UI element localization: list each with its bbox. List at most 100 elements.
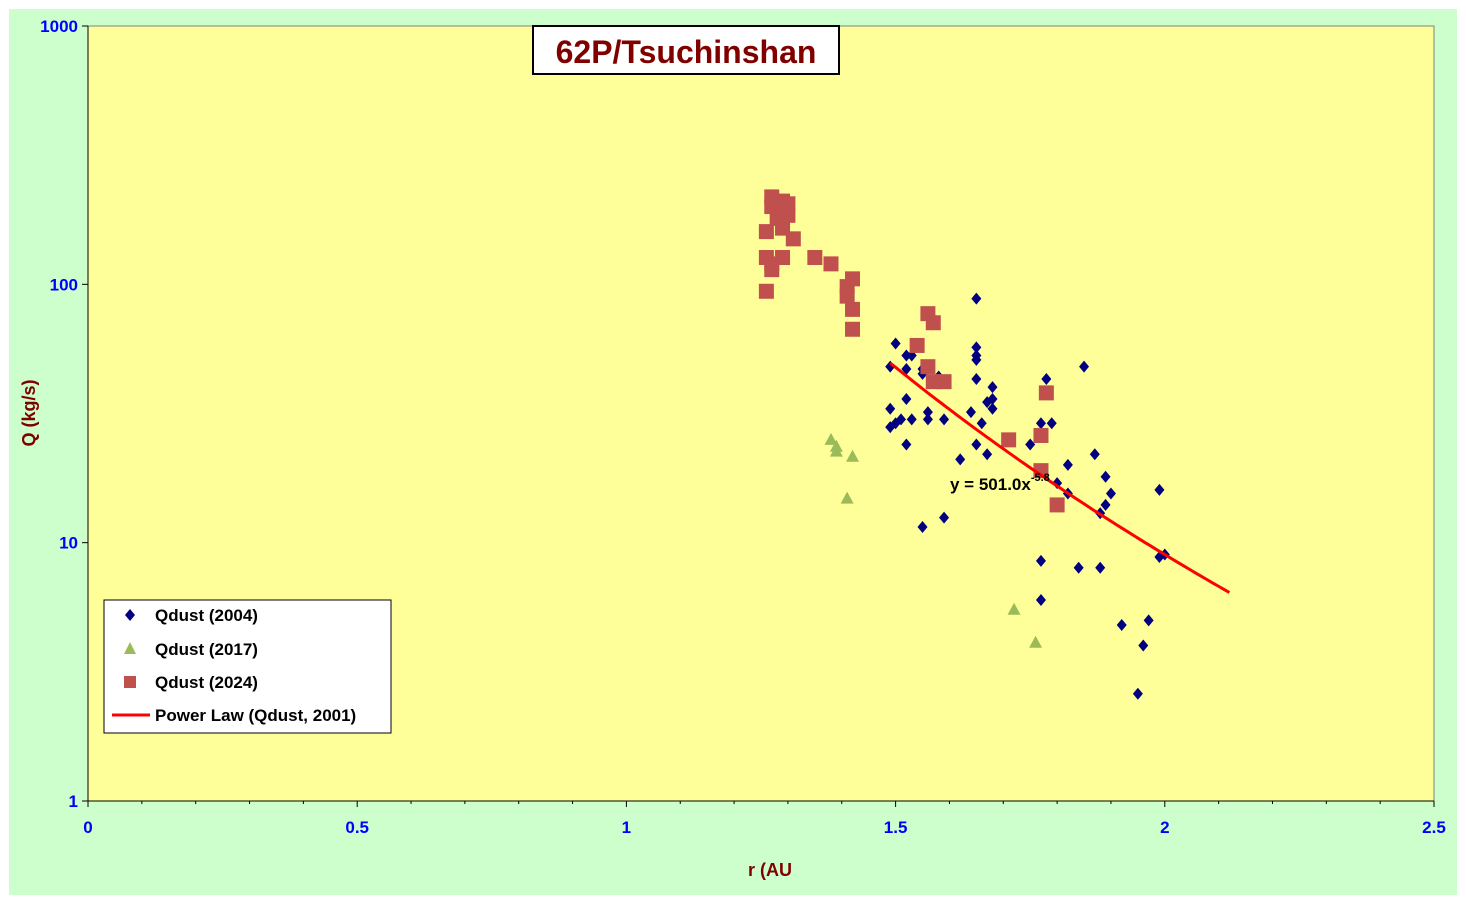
legend-box — [103, 599, 392, 734]
fit-equation: y = 501.0x-5.8 — [950, 472, 1050, 494]
data-point-diamond — [939, 413, 950, 426]
data-point-square — [920, 359, 936, 375]
legend-item-qdust-2017: Qdust (2017) — [124, 640, 258, 659]
data-point-diamond — [922, 413, 933, 426]
x-tick-label: 1.5 — [884, 818, 908, 837]
x-tick-label: 0 — [83, 818, 92, 837]
data-point-triangle — [1007, 602, 1021, 615]
x-tick-label: 0.5 — [345, 818, 369, 837]
data-point-square — [936, 374, 952, 390]
data-point-diamond — [1035, 554, 1046, 567]
data-point-diamond — [917, 520, 928, 533]
x-axis-label: r (AU — [748, 860, 792, 880]
data-point-diamond — [1046, 417, 1057, 430]
data-point-diamond — [901, 349, 912, 362]
data-point-diamond — [1100, 498, 1111, 511]
chart-title: 62P/Tsuchinshan — [556, 34, 817, 70]
data-point-square — [823, 256, 839, 272]
data-point-diamond — [987, 392, 998, 405]
data-point-diamond — [1041, 373, 1052, 386]
data-point-square — [1001, 432, 1017, 448]
legend-triangle-marker — [124, 642, 136, 654]
y-tick-label: 1 — [69, 792, 78, 811]
data-point-diamond — [982, 448, 993, 461]
y-axis-label: Q (kg/s) — [19, 379, 39, 446]
data-point-diamond — [971, 292, 982, 305]
legend: Qdust (2004) Qdust (2017) Qdust (2024) P… — [103, 599, 392, 734]
data-point-square — [758, 283, 774, 299]
data-point-diamond — [1143, 614, 1154, 627]
data-point-square — [839, 288, 855, 304]
data-point-diamond — [895, 413, 906, 426]
data-point-diamond — [955, 453, 966, 466]
series-qdust-2017 — [824, 432, 1043, 648]
data-point-square — [1033, 427, 1049, 443]
data-point-square — [1033, 463, 1049, 479]
chart-title-box: 62P/Tsuchinshan — [532, 25, 840, 75]
data-point-triangle — [846, 449, 860, 462]
data-point-diamond — [971, 349, 982, 362]
data-point-diamond — [1138, 639, 1149, 652]
data-point-diamond — [885, 402, 896, 415]
data-point-diamond — [890, 337, 901, 350]
x-tick-label: 2.5 — [1422, 818, 1446, 837]
data-point-diamond — [1116, 619, 1127, 632]
legend-item-qdust-2024: Qdust (2024) — [124, 673, 258, 692]
data-point-diamond — [901, 392, 912, 405]
data-point-square — [845, 321, 861, 337]
data-point-diamond — [1073, 561, 1084, 574]
data-point-diamond — [939, 511, 950, 524]
legend-label-power-law: Power Law (Qdust, 2001) — [155, 706, 356, 725]
data-point-diamond — [901, 363, 912, 376]
data-point-diamond — [906, 413, 917, 426]
data-point-triangle — [1029, 635, 1043, 648]
power-law-line — [889, 361, 1231, 594]
data-point-diamond — [971, 341, 982, 354]
data-point-diamond — [1154, 483, 1165, 496]
legend-square-marker — [124, 676, 136, 688]
y-tick-label: 1000 — [40, 17, 78, 36]
data-point-square — [775, 250, 791, 266]
data-point-square — [1038, 385, 1054, 401]
data-point-triangle — [829, 439, 843, 452]
y-tick-label: 10 — [59, 534, 78, 553]
data-point-diamond — [1100, 470, 1111, 483]
legend-label-2024: Qdust (2024) — [155, 673, 258, 692]
y-tick-label: 100 — [50, 275, 78, 294]
data-point-diamond — [1035, 417, 1046, 430]
data-point-square — [845, 301, 861, 317]
data-point-diamond — [1089, 448, 1100, 461]
data-point-diamond — [1132, 687, 1143, 700]
legend-item-power-law: Power Law (Qdust, 2001) — [112, 706, 356, 725]
data-point-diamond — [987, 381, 998, 394]
data-point-diamond — [922, 406, 933, 419]
data-point-diamond — [1105, 487, 1116, 500]
legend-label-2017: Qdust (2017) — [155, 640, 258, 659]
data-point-square — [807, 250, 823, 266]
data-point-diamond — [976, 417, 987, 430]
series-qdust-2004 — [885, 292, 1170, 700]
data-point-diamond — [1079, 360, 1090, 373]
data-point-square — [909, 337, 925, 353]
data-point-square — [925, 315, 941, 331]
series-qdust-2024 — [758, 189, 1065, 513]
data-point-triangle — [840, 491, 854, 504]
data-point-diamond — [965, 406, 976, 419]
data-point-square — [780, 207, 796, 223]
data-point-diamond — [1025, 438, 1036, 451]
data-point-diamond — [971, 438, 982, 451]
data-point-diamond — [1035, 593, 1046, 606]
legend-diamond-marker — [125, 609, 135, 621]
legend-item-qdust-2004: Qdust (2004) — [125, 606, 258, 625]
data-point-square — [1049, 497, 1065, 513]
data-point-square — [845, 271, 861, 287]
data-point-diamond — [1062, 458, 1073, 471]
x-tick-label: 1 — [622, 818, 631, 837]
x-tick-labels: 0 0.5 1 1.5 2 2.5 — [83, 818, 1446, 837]
data-point-square — [758, 224, 774, 240]
data-point-square — [780, 196, 796, 212]
x-tick-label: 2 — [1160, 818, 1169, 837]
data-point-diamond — [901, 438, 912, 451]
legend-label-2004: Qdust (2004) — [155, 606, 258, 625]
